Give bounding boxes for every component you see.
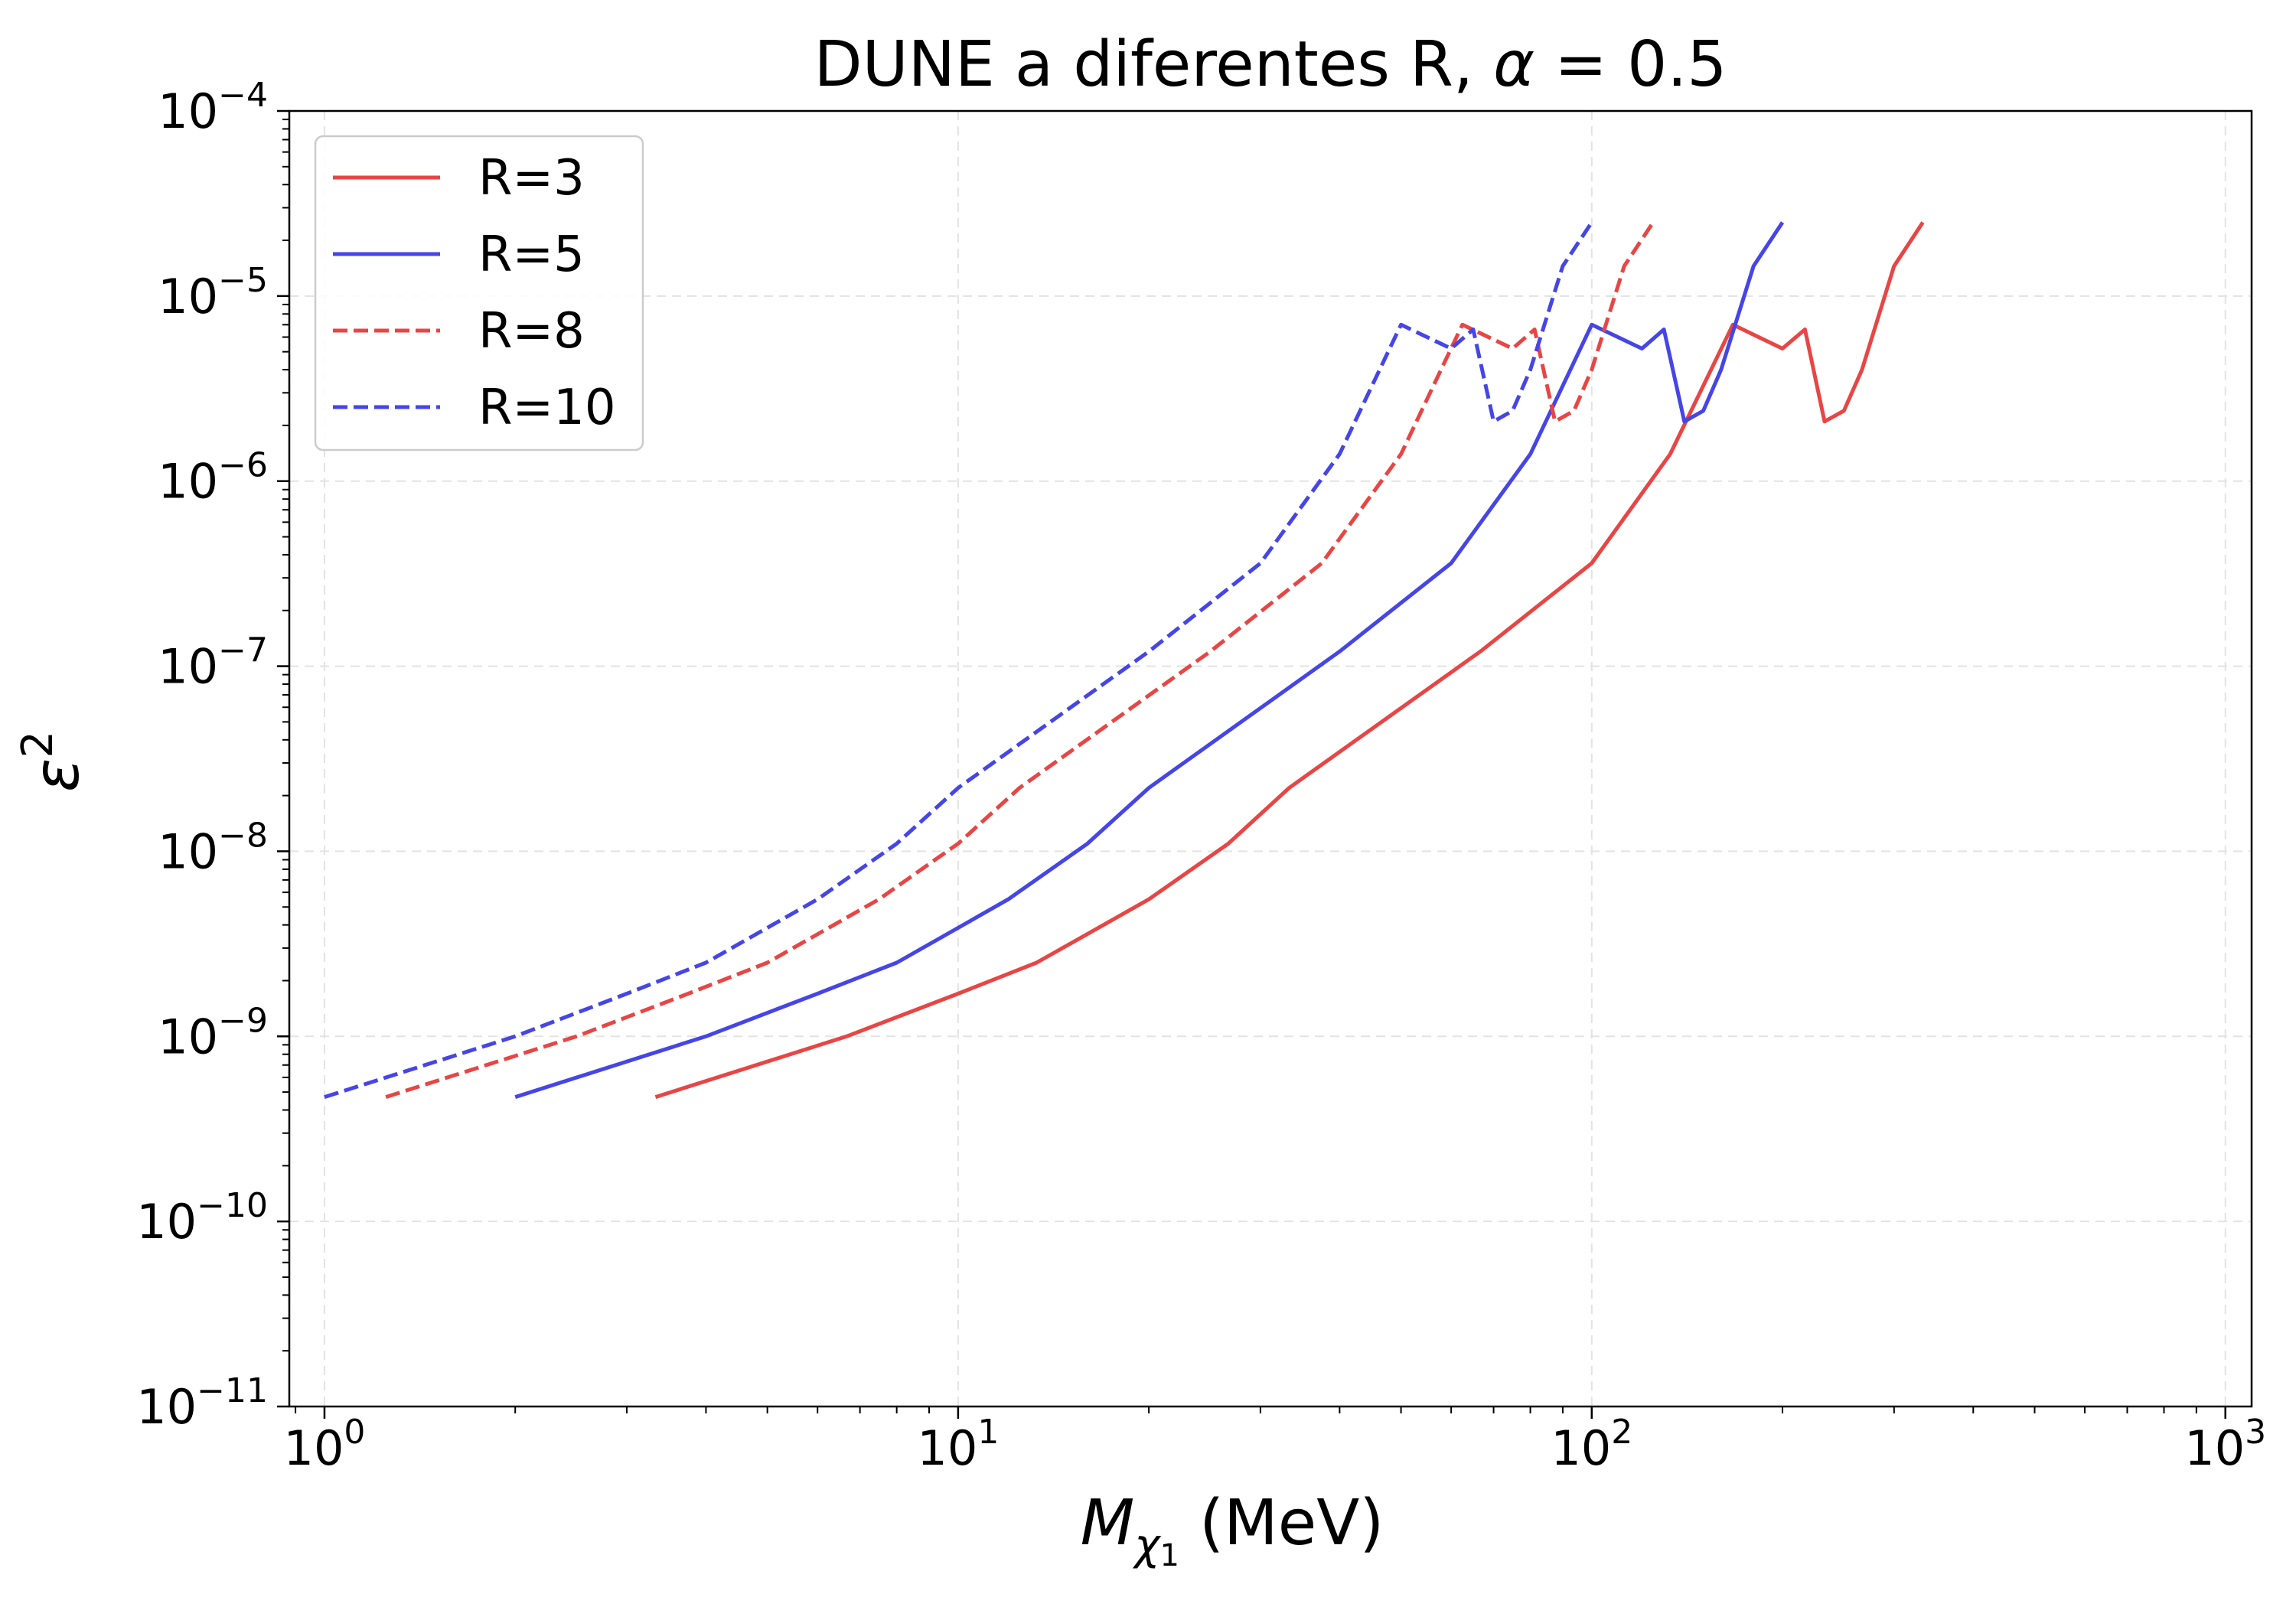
- plot-area-frame: [288, 109, 2253, 1408]
- chart-title: DUNE a diferentes R, α = 0.5: [814, 28, 1727, 101]
- y-tick-label: 10−11: [136, 1371, 268, 1435]
- y-tick-label: 10−8: [158, 816, 268, 879]
- y-tick-label-exp: −10: [197, 1186, 268, 1225]
- y-tick-label: 10−7: [158, 631, 268, 695]
- x-tick-label-exp: 3: [2245, 1413, 2266, 1452]
- series-lines: [324, 221, 1925, 1099]
- y-tick-label: 10−4: [158, 76, 268, 139]
- y-tick-label: 10−6: [158, 446, 268, 510]
- x-axis-label-sub: χ: [1132, 1521, 1161, 1570]
- y-tick-label-base: 10: [136, 1379, 197, 1435]
- legend: R=3 R=5 R=8 R=10: [314, 135, 644, 451]
- x-tick-label-base: 10: [2184, 1420, 2245, 1476]
- y-tick-label-exp: −4: [218, 76, 268, 115]
- y-tick-label: 10−10: [136, 1186, 268, 1250]
- series-line-r-5: [514, 221, 1785, 1099]
- legend-label: R=10: [478, 380, 616, 436]
- x-tick-label-exp: 0: [344, 1413, 365, 1452]
- x-tick-label: 102: [1551, 1413, 1632, 1476]
- x-tick-label: 101: [917, 1413, 999, 1476]
- legend-box: [314, 135, 644, 451]
- series-line-r-8: [385, 221, 1655, 1099]
- y-tick-label-base: 10: [158, 639, 218, 695]
- x-axis-label: Mχ1 (MeV): [1081, 1487, 1384, 1573]
- y-tick-label-exp: −5: [218, 261, 268, 300]
- chart-title-alpha: α: [1493, 28, 1534, 101]
- y-tick-label-exp: −7: [218, 631, 268, 670]
- y-axis-label: ε2: [13, 731, 93, 792]
- y-tick-label-base: 10: [158, 83, 218, 139]
- legend-label: R=3: [478, 150, 585, 207]
- minor-ticks: [282, 119, 2197, 1413]
- series-line-r-10: [324, 221, 1593, 1099]
- y-tick-label-exp: −11: [197, 1371, 268, 1410]
- x-tick-label-base: 10: [284, 1420, 344, 1476]
- chart-title-text: DUNE a diferentes R,: [814, 28, 1494, 101]
- x-tick-label-base: 10: [917, 1420, 977, 1476]
- legend-label: R=5: [478, 227, 585, 283]
- x-tick-label-exp: 1: [977, 1413, 999, 1452]
- legend-entries: R=3 R=5 R=8 R=10: [333, 150, 616, 436]
- x-tick-label-base: 10: [1551, 1420, 1611, 1476]
- y-tick-label: 10−9: [158, 1001, 268, 1064]
- y-tick-label: 10−5: [158, 261, 268, 324]
- y-tick-label-base: 10: [158, 269, 218, 324]
- y-tick-label-base: 10: [136, 1194, 197, 1250]
- x-axis-label-unit: (MeV): [1179, 1487, 1384, 1560]
- x-tick-label-exp: 2: [1611, 1413, 1632, 1452]
- chart-title-value: = 0.5: [1534, 28, 1727, 101]
- y-tick-label-exp: −6: [218, 446, 268, 485]
- x-tick-label: 100: [284, 1413, 366, 1476]
- x-axis-label-subsub: 1: [1160, 1538, 1179, 1573]
- y-tick-label-base: 10: [158, 454, 218, 510]
- y-tick-label-base: 10: [158, 823, 218, 879]
- legend-label: R=8: [478, 303, 585, 360]
- y-axis-label-main: ε: [21, 758, 93, 792]
- series-line-r-3: [654, 221, 1925, 1099]
- x-tick-label: 103: [2184, 1413, 2266, 1476]
- major-ticks: 100 101 102 10310−1110−1010−910−810−710−610…: [136, 76, 2266, 1476]
- y-tick-label-base: 10: [158, 1009, 218, 1064]
- y-axis-label-sup: 2: [13, 731, 63, 758]
- y-tick-label-exp: −9: [218, 1001, 268, 1040]
- y-tick-label-exp: −8: [218, 816, 268, 855]
- x-axis-label-main: M: [1081, 1487, 1135, 1560]
